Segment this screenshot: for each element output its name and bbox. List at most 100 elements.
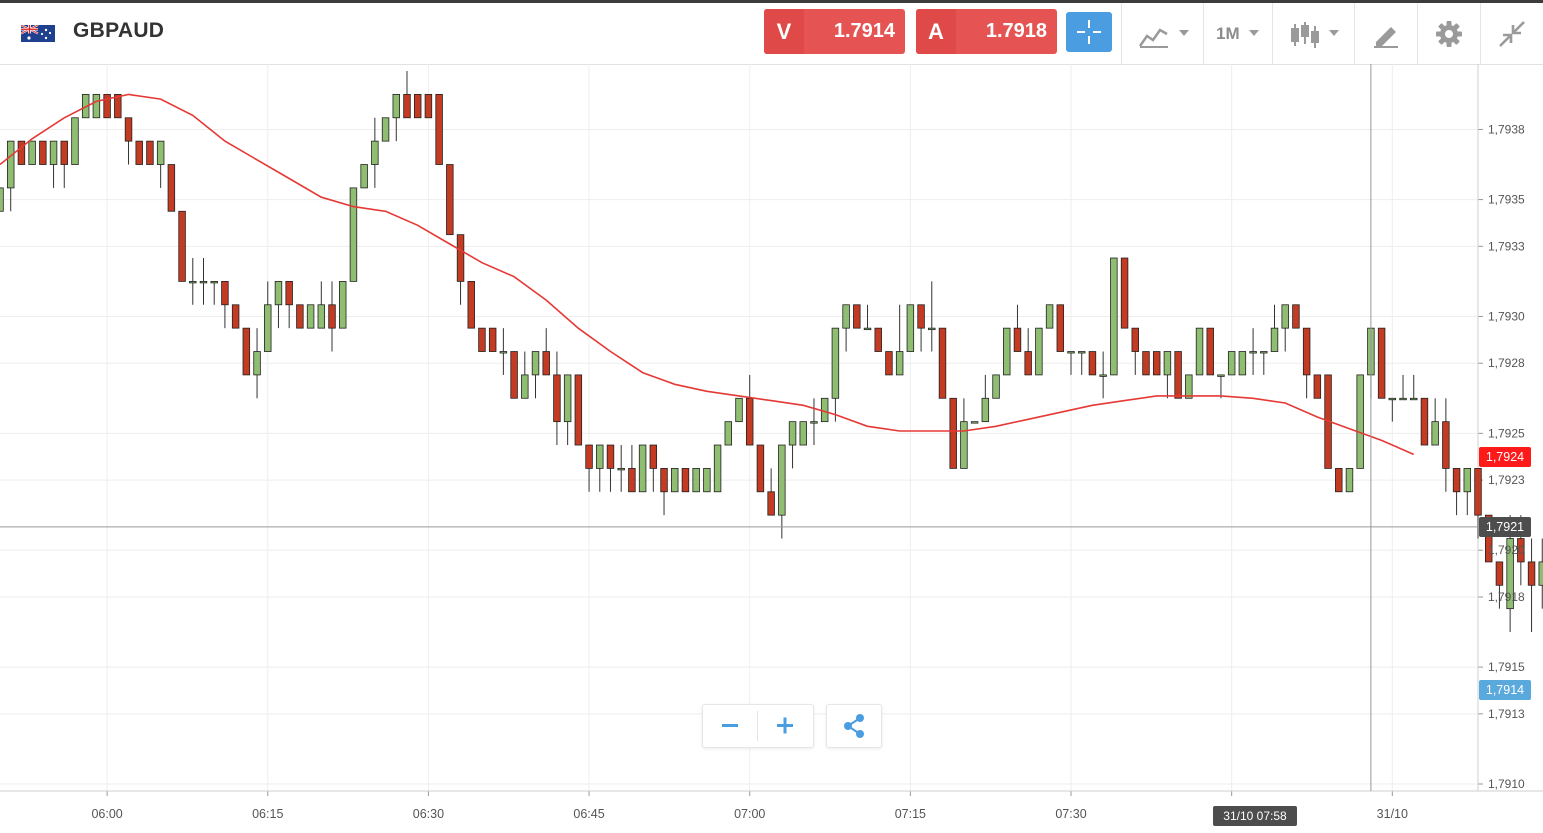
crosshair-button[interactable] — [1066, 12, 1112, 52]
candle-body — [499, 351, 508, 354]
zoom-controls — [702, 704, 814, 748]
candle-body — [1474, 468, 1482, 516]
x-tick-label: 07:00 — [734, 807, 765, 821]
candle-body — [671, 468, 679, 493]
crosshair-price-label: 1,7921 — [1479, 516, 1531, 537]
y-tick-label: 1,7920 — [1488, 543, 1525, 557]
candle-body — [713, 444, 722, 493]
candle-body — [1281, 304, 1289, 329]
candle-body — [820, 397, 829, 423]
y-axis-labels: 1,7938 1,7935 1,7933 1,7930 1,7928 1,7925 1,79… — [1488, 122, 1525, 791]
candle-body — [1067, 351, 1075, 354]
candle-body — [681, 468, 690, 493]
candle-body — [831, 327, 840, 399]
y-tick-label: 1,7938 — [1488, 122, 1525, 136]
chart-axes — [0, 64, 1543, 796]
candle-body — [478, 327, 486, 352]
candle-body — [799, 421, 807, 446]
candle-body — [231, 304, 240, 329]
sell-button[interactable]: V 1.7914 — [764, 9, 905, 54]
y-tick-label: 1,7915 — [1488, 660, 1525, 674]
candle-body — [264, 304, 272, 352]
candle-body — [103, 93, 111, 119]
candle-body — [874, 327, 882, 352]
candle-body — [189, 280, 197, 284]
candle-body — [745, 397, 754, 446]
candle-body — [199, 280, 208, 284]
candle-body — [1463, 468, 1472, 493]
chart-grid — [0, 64, 1478, 791]
candle-body — [638, 444, 647, 493]
candle-body — [1217, 374, 1225, 377]
candle-body — [928, 327, 936, 331]
candle-body — [1099, 374, 1107, 377]
candle-body — [0, 187, 4, 212]
candle-body — [467, 280, 475, 329]
candle-body — [1484, 514, 1493, 563]
candle-body — [28, 140, 36, 165]
candle-body — [1249, 351, 1257, 354]
candle-body — [906, 304, 915, 352]
chevron-down-icon — [1179, 30, 1189, 36]
buy-label: A — [916, 9, 956, 54]
candle-body — [1431, 421, 1439, 446]
candle-body — [1227, 351, 1236, 376]
candle-body — [114, 93, 122, 119]
candle-body — [1078, 351, 1086, 354]
candle-body — [574, 374, 583, 446]
collapse-button[interactable] — [1481, 3, 1543, 64]
chevron-down-icon — [1249, 30, 1259, 36]
candle-body — [1420, 397, 1429, 446]
candle-body — [542, 351, 550, 376]
symbol-title[interactable]: GBPAUD — [73, 19, 165, 42]
settings-button[interactable] — [1418, 3, 1480, 64]
candle-body — [360, 164, 368, 189]
zoom-in-button[interactable] — [758, 705, 812, 747]
candle-body — [1292, 304, 1300, 329]
x-tick-label: 07:30 — [1055, 807, 1086, 821]
candle-body — [6, 140, 15, 189]
share-control — [826, 704, 882, 748]
candle-body — [628, 468, 636, 493]
candle-body — [71, 117, 79, 165]
candle-body — [242, 327, 251, 376]
candle-body — [135, 140, 143, 165]
candle-body — [617, 468, 625, 471]
timeframe-selector[interactable]: 1M — [1204, 3, 1272, 64]
candle-body — [1538, 561, 1543, 586]
chevron-down-icon — [1329, 30, 1339, 36]
candle-body — [1495, 561, 1504, 586]
candlestick-type-button[interactable] — [1273, 3, 1354, 64]
candle-body — [692, 468, 700, 493]
candle-body — [863, 327, 872, 331]
candle-body — [767, 491, 775, 516]
draw-tools-button[interactable] — [1355, 3, 1417, 64]
gear-icon — [1436, 21, 1462, 47]
candle-body — [810, 421, 818, 424]
candle-body — [17, 140, 26, 165]
minus-icon — [722, 724, 738, 727]
candle-body — [1345, 468, 1354, 493]
candle-body — [1452, 468, 1461, 493]
share-button[interactable] — [827, 705, 881, 747]
candle-body — [156, 140, 165, 165]
chart-type-button[interactable] — [1122, 3, 1203, 64]
candle-body — [970, 421, 979, 424]
candle-body — [1035, 327, 1043, 376]
x-tick-label: 06:00 — [91, 807, 122, 821]
candle-body — [1088, 351, 1097, 376]
zoom-out-button[interactable] — [703, 705, 757, 747]
candle-body — [488, 327, 497, 352]
candle-body — [424, 93, 433, 119]
candle-body — [895, 351, 904, 376]
buy-button[interactable]: A 1.7918 — [916, 9, 1057, 54]
candle-body — [981, 397, 990, 423]
moving-average-line — [0, 93, 1415, 456]
candle-body — [296, 304, 304, 329]
candle-body — [210, 280, 218, 284]
candle-body — [178, 210, 186, 282]
collapse-icon — [1499, 21, 1525, 47]
candle-body — [917, 304, 925, 329]
y-tick-label: 1,7918 — [1488, 590, 1525, 604]
